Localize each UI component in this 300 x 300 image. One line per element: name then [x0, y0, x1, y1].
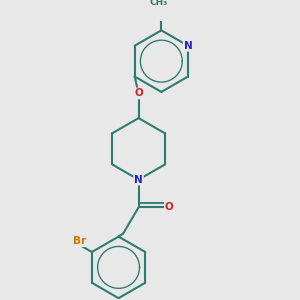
- Text: O: O: [165, 202, 174, 212]
- Text: N: N: [134, 175, 143, 185]
- Text: O: O: [134, 88, 143, 98]
- Text: CH₃: CH₃: [150, 0, 168, 7]
- Text: N: N: [184, 41, 192, 51]
- Text: Br: Br: [73, 236, 85, 246]
